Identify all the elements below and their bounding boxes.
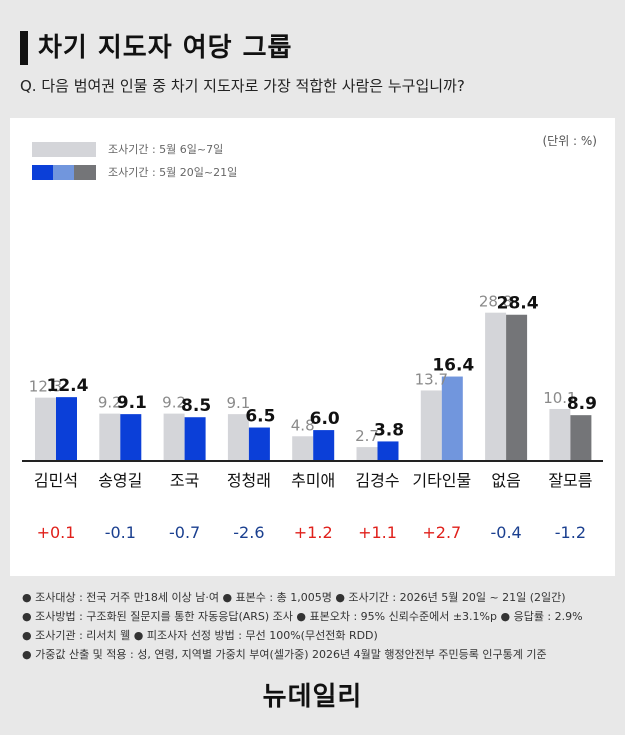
survey-question: Q. 다음 범여권 인물 중 차기 지도자로 가장 적합한 사람은 누구입니까? bbox=[20, 77, 465, 95]
data-label-previous: 2.7 bbox=[355, 427, 379, 445]
category-label: 기타인물 bbox=[412, 471, 471, 490]
bar-current bbox=[120, 414, 142, 461]
category-label: 추미애 bbox=[291, 471, 335, 490]
category-label: 없음 bbox=[491, 471, 520, 490]
data-label-previous: 9.1 bbox=[226, 394, 250, 412]
data-label-current: 28.4 bbox=[497, 294, 539, 314]
change-label: +1.2 bbox=[294, 523, 333, 542]
bar-current bbox=[184, 417, 206, 461]
bar-current bbox=[506, 314, 528, 461]
category-label: 잘모름 bbox=[548, 471, 592, 490]
bar-previous bbox=[420, 390, 442, 461]
bar-current bbox=[313, 430, 335, 461]
data-label-current: 9.1 bbox=[117, 393, 147, 413]
data-label-previous: 13.7 bbox=[415, 370, 448, 388]
bar-previous bbox=[35, 397, 56, 461]
footnote-line: ● 조사대상 : 전국 거주 만18세 이상 남·여 ● 표본수 : 총 1,0… bbox=[22, 591, 566, 604]
legend-label-current: 조사기간 : 5월 20일~21일 bbox=[108, 166, 238, 179]
footnote-line: ● 조사기관 : 리서치 웰 ● 피조사자 선정 방법 : 무선 100%(무선… bbox=[22, 629, 378, 642]
change-label: -0.7 bbox=[169, 523, 200, 542]
change-label: +2.7 bbox=[422, 523, 461, 542]
bar-previous bbox=[356, 447, 378, 461]
legend-swatch-previous bbox=[32, 141, 96, 157]
bar-previous bbox=[227, 414, 249, 461]
bar-current bbox=[441, 376, 463, 461]
data-label-current: 8.9 bbox=[567, 394, 597, 414]
bar-previous bbox=[99, 413, 121, 461]
change-label: -2.6 bbox=[233, 523, 264, 542]
data-label-current: 6.5 bbox=[245, 407, 275, 427]
data-label-previous: 9.2 bbox=[98, 394, 122, 412]
category-label: 김민석 bbox=[34, 471, 78, 490]
data-label-previous: 4.8 bbox=[291, 416, 315, 434]
change-label: +0.1 bbox=[37, 523, 76, 542]
change-label: -0.4 bbox=[490, 523, 521, 542]
bar-previous bbox=[485, 312, 507, 461]
legend-item-current: 조사기간 : 5월 20일~21일 bbox=[32, 164, 237, 180]
category-label: 송영길 bbox=[98, 471, 142, 490]
footnote-line: ● 가중값 산출 및 적용 : 성, 연령, 지역별 가중치 부여(셀가중) 2… bbox=[22, 648, 547, 661]
category-label: 김경수 bbox=[355, 471, 399, 490]
change-label: +1.1 bbox=[358, 523, 397, 542]
data-label-previous: 9.2 bbox=[162, 394, 186, 412]
bar-current bbox=[377, 441, 399, 461]
category-label: 정청래 bbox=[227, 471, 271, 490]
legend-swatch-current-none bbox=[74, 164, 96, 180]
bar-previous bbox=[292, 436, 314, 461]
bar-current bbox=[570, 415, 592, 461]
legend-item-previous: 조사기간 : 5월 6일~7일 bbox=[32, 141, 223, 157]
chart-panel: 조사기간 : 5월 6일~7일 조사기간 : 5월 20일~21일 (단위 : … bbox=[10, 118, 615, 576]
bar-previous bbox=[163, 413, 185, 461]
change-label: -0.1 bbox=[105, 523, 136, 542]
newsdaily-logo: 뉴데일리 bbox=[262, 682, 363, 712]
legend-swatch-current-named bbox=[32, 164, 53, 180]
bar-current bbox=[56, 397, 77, 461]
data-label-previous: 28.8 bbox=[479, 293, 512, 311]
data-label-current: 3.8 bbox=[374, 420, 404, 440]
legend-swatch-current-other bbox=[53, 164, 74, 180]
data-label-current: 16.4 bbox=[432, 356, 474, 376]
data-label-current: 8.5 bbox=[181, 396, 211, 416]
bar-chart: 12.312.4김민석+0.19.29.1송영길-0.19.28.5조국-0.7… bbox=[22, 293, 603, 542]
bar-current bbox=[248, 427, 270, 461]
category-label: 조국 bbox=[170, 471, 199, 490]
change-label: -1.2 bbox=[555, 523, 586, 542]
footnote-line: ● 조사방법 : 구조화된 질문지를 통한 자동응답(ARS) 조사 ● 표본오… bbox=[22, 610, 583, 623]
bar-previous bbox=[549, 408, 571, 461]
legend-label-previous: 조사기간 : 5월 6일~7일 bbox=[108, 143, 224, 156]
data-label-current: 12.4 bbox=[47, 376, 89, 396]
data-label-current: 6.0 bbox=[310, 409, 340, 429]
page-title: 차기 지도자 여당 그룹 bbox=[38, 33, 293, 63]
unit-label: (단위 : %) bbox=[542, 134, 597, 148]
survey-footnotes: ● 조사대상 : 전국 거주 만18세 이상 남·여 ● 표본수 : 총 1,0… bbox=[22, 588, 583, 664]
data-label-previous: 12.3 bbox=[29, 378, 62, 396]
title-accent-bar bbox=[20, 31, 28, 65]
data-label-previous: 10.1 bbox=[543, 389, 576, 407]
